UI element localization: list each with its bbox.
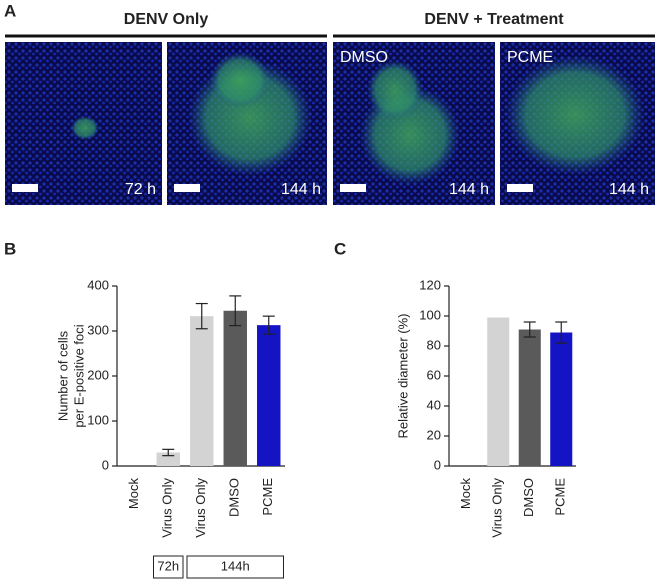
bar bbox=[487, 317, 510, 466]
micrograph: DMSO 144 h bbox=[333, 42, 495, 205]
bar bbox=[190, 316, 214, 466]
x-tick-label: DMSO bbox=[227, 478, 242, 517]
y-tick-label: 100 bbox=[419, 307, 441, 322]
x-tick-label: PCME bbox=[553, 478, 568, 516]
time-label: 72 h bbox=[125, 181, 156, 198]
group-title: DENV Only bbox=[124, 11, 209, 28]
x-tick-label: Mock bbox=[126, 478, 141, 510]
y-tick-label: 100 bbox=[87, 412, 109, 427]
error-bar bbox=[229, 295, 242, 327]
micrograph: 144 h bbox=[167, 42, 327, 205]
y-tick-label: 60 bbox=[427, 367, 441, 382]
error-bar bbox=[195, 302, 208, 330]
panel-label: B bbox=[4, 239, 16, 258]
bar bbox=[223, 310, 247, 466]
micrograph: PCME 144 h bbox=[500, 42, 655, 205]
error-bar bbox=[555, 321, 568, 344]
error-bar bbox=[162, 448, 175, 457]
x-tick-label: Mock bbox=[458, 478, 473, 510]
group-label: 144h bbox=[221, 558, 250, 573]
bar bbox=[518, 329, 541, 466]
y-tick-label: 400 bbox=[87, 277, 109, 292]
y-axis-title: Number of cells bbox=[55, 330, 70, 421]
y-tick-label: 120 bbox=[419, 277, 441, 292]
time-label: 144 h bbox=[609, 181, 649, 198]
y-tick-label: 0 bbox=[434, 457, 441, 472]
group-box bbox=[186, 555, 284, 579]
group-title: DENV + Treatment bbox=[424, 11, 564, 28]
y-axis-title: per E-positive foci bbox=[71, 324, 86, 427]
y-tick-label: 300 bbox=[87, 322, 109, 337]
y-tick-label: 200 bbox=[87, 367, 109, 382]
x-tick-label: Virus Only bbox=[193, 478, 208, 538]
panel-label: C bbox=[334, 239, 346, 258]
time-label: 144 h bbox=[281, 181, 321, 198]
panel-label: A bbox=[4, 1, 16, 20]
micrograph: 72 h bbox=[5, 42, 162, 205]
bar bbox=[550, 332, 573, 466]
x-tick-label: DMSO bbox=[521, 478, 536, 517]
treatment-label: PCME bbox=[507, 49, 553, 66]
y-tick-label: 0 bbox=[102, 457, 109, 472]
treatment-label: DMSO bbox=[340, 49, 388, 66]
time-label: 144 h bbox=[449, 181, 489, 198]
error-bar bbox=[262, 315, 275, 335]
bar bbox=[257, 325, 281, 466]
y-tick-label: 80 bbox=[427, 337, 441, 352]
group-label: 72h bbox=[157, 558, 179, 573]
error-bar bbox=[523, 321, 536, 338]
y-tick-label: 40 bbox=[427, 397, 441, 412]
x-tick-label: Virus Only bbox=[490, 478, 505, 538]
y-tick-label: 20 bbox=[427, 427, 441, 442]
y-axis-title: Relative diameter (%) bbox=[395, 314, 410, 439]
x-tick-label: PCME bbox=[260, 478, 275, 516]
x-tick-label: Virus Only bbox=[160, 478, 175, 538]
group-box bbox=[153, 555, 184, 579]
